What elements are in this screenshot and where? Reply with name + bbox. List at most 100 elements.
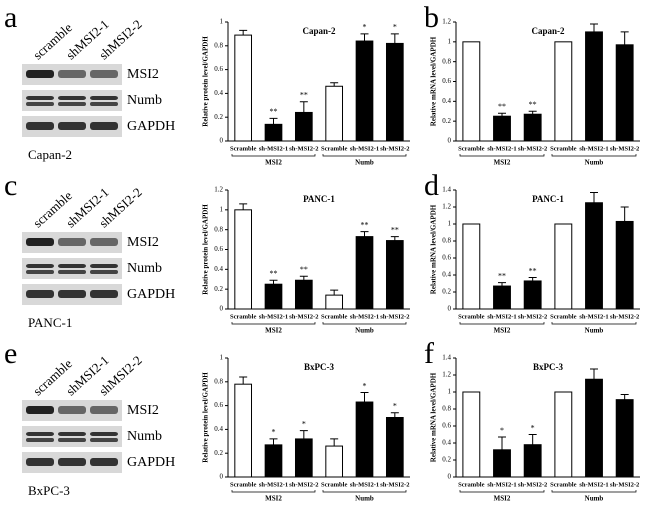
cell-line-label: Capan-2 [28, 147, 72, 162]
y-tick-label: 1.2 [442, 371, 451, 379]
group-bracket [322, 322, 407, 325]
blot-band [90, 270, 118, 274]
y-tick-label: 0.6 [442, 254, 451, 262]
band-label: MSI2 [127, 235, 159, 250]
y-tick-label: 1 [448, 220, 452, 228]
x-tick-label: Scramble [550, 481, 576, 488]
error-bar [269, 438, 278, 445]
group-label: MSI2 [494, 495, 511, 503]
x-tick-label: sh-MSI2-1 [487, 481, 516, 488]
significance-label: * [272, 428, 276, 437]
bar [234, 209, 253, 310]
bar [493, 115, 511, 142]
bar [385, 240, 404, 310]
x-tick-label: Scramble [321, 481, 347, 488]
group-bracket [459, 322, 545, 325]
error-bar [330, 289, 339, 296]
y-tick-label: 0.4 [214, 425, 223, 433]
blot-band [58, 122, 86, 130]
bar [355, 236, 374, 310]
y-axis-label: Relative mRNA level/GAPDH [430, 204, 438, 294]
bar [294, 279, 313, 310]
group-label: MSI2 [265, 495, 282, 503]
significance-label: ** [529, 100, 537, 109]
significance-label: ** [270, 269, 278, 278]
y-axis-label: Relative protein level/GAPDH [202, 372, 210, 463]
blot-band [58, 438, 86, 442]
bar [585, 31, 603, 142]
y-tick-label: 0.4 [214, 265, 223, 273]
bar [523, 444, 542, 478]
error-bar [360, 231, 369, 237]
y-tick-label: 0.8 [214, 41, 223, 49]
y-tick-label: 1 [448, 37, 452, 45]
y-tick-label: 0 [448, 473, 452, 481]
blot-band [26, 290, 54, 298]
chart-title: Capan-2 [531, 26, 565, 36]
bar [615, 44, 634, 142]
band-label: GAPDH [127, 287, 175, 302]
x-tick-label: Scramble [230, 481, 256, 488]
blot-band [26, 270, 54, 274]
y-tick-label: 1.2 [442, 203, 451, 211]
blot-band [90, 102, 118, 106]
group-label: Numb [355, 159, 374, 167]
significance-label: * [500, 426, 504, 435]
blot-strip [22, 258, 122, 279]
group-bracket [322, 154, 407, 157]
group-label: MSI2 [265, 327, 282, 335]
blot-band [58, 432, 86, 436]
chart-title: Capan-2 [302, 26, 336, 36]
group-bracket [459, 154, 545, 157]
blot-band [90, 406, 118, 414]
error-bar [239, 29, 248, 36]
panel-letter: e [4, 337, 17, 370]
error-bar [620, 394, 629, 400]
error-bar [620, 31, 629, 45]
x-tick-label: sh-MSI2-2 [610, 481, 639, 488]
significance-label: ** [529, 266, 537, 275]
bar [325, 294, 344, 310]
blot-band [90, 238, 118, 246]
error-bar [590, 368, 598, 380]
significance-label: ** [270, 107, 278, 116]
y-tick-label: 1.4 [442, 354, 451, 362]
error-bar [269, 117, 278, 125]
blot-band [58, 102, 86, 106]
error-bar [269, 279, 278, 285]
error-bar [528, 434, 537, 445]
x-tick-label: Scramble [458, 145, 484, 152]
x-tick-label: sh-MSI2-2 [289, 145, 318, 152]
y-tick-label: 0.2 [214, 285, 223, 293]
y-tick-label: 0 [220, 473, 224, 481]
panel-letter: d [424, 169, 439, 202]
group-label: Numb [585, 327, 604, 335]
band-label: Numb [127, 261, 162, 276]
error-bar [528, 110, 537, 115]
significance-label: * [363, 23, 367, 32]
x-tick-label: sh-MSI2-1 [487, 313, 516, 320]
x-tick-label: sh-MSI2-1 [350, 481, 379, 488]
chart-title: PANC-1 [303, 194, 335, 204]
x-tick-label: Scramble [230, 145, 256, 152]
error-bar [498, 436, 506, 450]
blot-band [26, 406, 54, 414]
y-tick-label: 0.8 [214, 225, 223, 233]
bar [585, 378, 603, 478]
group-bracket [551, 490, 637, 493]
y-tick-label: 1 [220, 18, 224, 26]
bar [234, 34, 253, 142]
blot-band [26, 96, 54, 100]
significance-label: * [363, 381, 367, 390]
y-tick-label: 0.4 [442, 271, 451, 279]
blot-band [58, 238, 86, 246]
panel-letter: f [424, 337, 434, 370]
error-bar [360, 33, 369, 42]
significance-label: * [531, 423, 535, 432]
x-tick-label: sh-MSI2-2 [380, 145, 409, 152]
blot-band [58, 406, 86, 414]
x-tick-label: sh-MSI2-1 [487, 145, 516, 152]
x-tick-label: sh-MSI2-1 [579, 481, 608, 488]
y-tick-label: 0 [448, 137, 452, 145]
